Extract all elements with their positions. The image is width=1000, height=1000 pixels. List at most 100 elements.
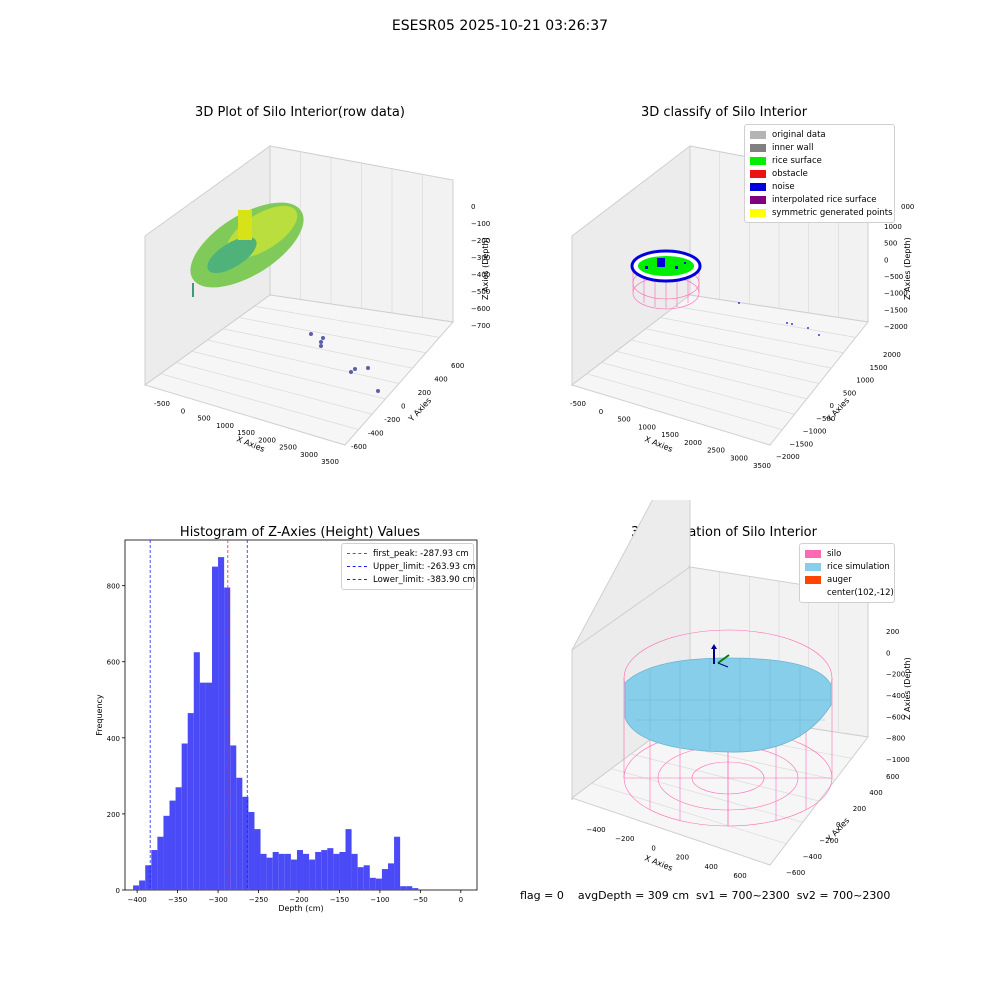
- legend-color-swatch: [750, 169, 766, 178]
- legend-color-swatch: [750, 195, 766, 204]
- sim-z-tick-label: −400: [886, 692, 905, 700]
- histogram-bar: [169, 800, 176, 890]
- histogram-bar: [254, 829, 261, 890]
- histogram-bar: [375, 878, 382, 890]
- grid-line: [586, 373, 783, 430]
- grid-line: [238, 317, 427, 354]
- raw-floor-pane: [143, 294, 454, 446]
- cls-z-tick-label: 0: [884, 256, 888, 264]
- legend-color-swatch: [750, 182, 766, 191]
- grid-line: [191, 350, 386, 400]
- legend-color-swatch: [805, 575, 821, 584]
- histogram-xtick-label: −200: [289, 896, 308, 904]
- simulation-center-arrow-2: [717, 662, 729, 668]
- sim-z-tick-label: 200: [886, 628, 899, 636]
- raw-x-tick-label: 0: [181, 407, 185, 415]
- histogram-ytick-label: 200: [107, 811, 120, 819]
- histogram-xlabel: Depth (cm): [278, 904, 323, 913]
- legend-label: auger: [827, 574, 852, 585]
- legend-item: auger: [805, 573, 889, 586]
- histogram-bar: [236, 777, 243, 890]
- cls-y-tick-label: −500: [816, 415, 835, 423]
- classify-ztick-top: 000: [901, 203, 914, 211]
- legend-label: original data: [772, 129, 826, 140]
- cls-x-tick-label: 1500: [661, 431, 679, 439]
- grid-line: [160, 373, 359, 430]
- classify-title: 3D classify of Silo Interior: [641, 105, 808, 120]
- classify-floor-pane: [570, 294, 869, 446]
- legend-item: obstacle: [750, 167, 889, 180]
- figure-title: ESESR05 2025-10-21 03:26:37: [391, 18, 609, 34]
- raw-x-tick-label: 1500: [237, 429, 255, 437]
- cls-z-tick-label: −500: [884, 273, 903, 281]
- histogram-xtick-label: −350: [168, 896, 187, 904]
- simulation-legend: silo rice simulation auger center(102,-12): [799, 543, 895, 603]
- histogram-bar: [157, 836, 164, 890]
- legend-label: inner wall: [772, 142, 814, 153]
- histogram-bar: [400, 886, 407, 890]
- histogram-legend: first_peak: -287.93 cm Upper_limit: -263.…: [341, 543, 476, 590]
- histogram-bar: [303, 853, 310, 890]
- grid-line: [176, 362, 373, 415]
- legend-label: obstacle: [772, 168, 808, 179]
- legend-color-swatch: [750, 143, 766, 152]
- legend-label: rice surface: [772, 155, 822, 166]
- cls-y-tick-label: −1000: [803, 428, 827, 436]
- legend-item: interpolated rice surface: [750, 193, 889, 206]
- raw-ylabel: Y Axies: [406, 396, 433, 424]
- legend-color-swatch: [805, 589, 821, 597]
- sim-x-tick-label: −400: [586, 826, 605, 834]
- histogram-ylabel: Frequency: [95, 694, 104, 736]
- histogram-bar: [199, 682, 206, 890]
- raw-x-tick-label: 3000: [300, 451, 318, 459]
- legend-label: center(102,-12): [827, 587, 894, 598]
- legend-label: silo: [827, 548, 842, 559]
- histogram-bar: [339, 851, 346, 890]
- histogram-title: Histogram of Z-Axies (Height) Values: [180, 525, 420, 540]
- cls-z-tick-label: 1000: [884, 223, 902, 231]
- histogram-bar: [387, 863, 395, 890]
- histogram-bar: [248, 812, 255, 890]
- legend-label: Lower_limit: -383.90 cm: [373, 574, 476, 585]
- histogram-bar: [218, 557, 225, 890]
- histogram-bar: [211, 566, 219, 890]
- raw-scatter-points: [309, 332, 380, 393]
- histogram-bar: [133, 885, 140, 890]
- sim-z-tick-label: −1000: [886, 756, 910, 764]
- classify-3d-plot: 3D classify of Silo Interior -5000500100…: [570, 105, 914, 470]
- histogram-bar: [272, 851, 279, 890]
- histogram-bar: [369, 877, 376, 890]
- raw-zlabel: Z Axies (Depth): [481, 237, 490, 300]
- cls-y-tick-label: 1500: [870, 364, 888, 372]
- raw-z-tick-label: −600: [471, 305, 490, 313]
- legend-color-swatch: [805, 562, 821, 571]
- raw-z-tick-label: −500: [471, 288, 490, 296]
- cls-y-tick-label: −2000: [776, 453, 800, 461]
- grid-line: [223, 328, 413, 369]
- legend-item: Lower_limit: -383.90 cm: [347, 573, 475, 586]
- raw-z-tick-label: −300: [471, 254, 490, 262]
- legend-item: rice surface: [750, 154, 889, 167]
- histogram-bar: [193, 652, 200, 890]
- simulation-rice-mesh: [628, 658, 830, 752]
- histogram-bar: [309, 859, 316, 890]
- legend-color-swatch: [750, 208, 766, 217]
- simulation-3d-plot: 3D simulation of Silo Interior −400−2000…: [570, 500, 912, 880]
- histogram-bar: [139, 880, 146, 890]
- histogram-bar: [357, 867, 364, 890]
- cls-x-tick-label: 2500: [707, 447, 725, 455]
- sim-z-tick-label: 0: [886, 649, 890, 657]
- sim-y-tick-label: 600: [886, 773, 899, 781]
- raw-x-tick-label: 3500: [321, 458, 339, 466]
- classify-zlabel: Z Axies (Depth): [903, 237, 912, 300]
- raw-x-tick-label: 2000: [258, 436, 276, 444]
- histogram-bar: [296, 850, 304, 890]
- grid-line: [611, 768, 803, 823]
- histogram-bar: [205, 682, 212, 890]
- raw-y-tick-label: -600: [351, 443, 367, 451]
- histogram-bar: [260, 853, 267, 890]
- histogram-bar: [187, 713, 194, 890]
- legend-item: first_peak: -287.93 cm: [347, 547, 469, 560]
- raw-x-tick-label: 2500: [279, 444, 297, 452]
- simulation-center-arrow: [717, 654, 730, 664]
